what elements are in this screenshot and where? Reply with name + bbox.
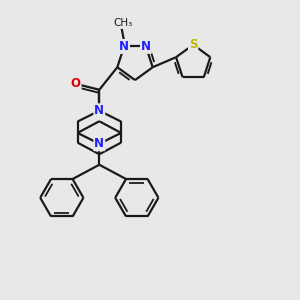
- Text: S: S: [189, 38, 197, 51]
- Text: N: N: [94, 137, 104, 150]
- Text: N: N: [94, 104, 104, 117]
- Text: O: O: [70, 77, 81, 90]
- Text: N: N: [141, 40, 151, 53]
- Text: CH₃: CH₃: [113, 18, 133, 28]
- Text: N: N: [119, 40, 129, 53]
